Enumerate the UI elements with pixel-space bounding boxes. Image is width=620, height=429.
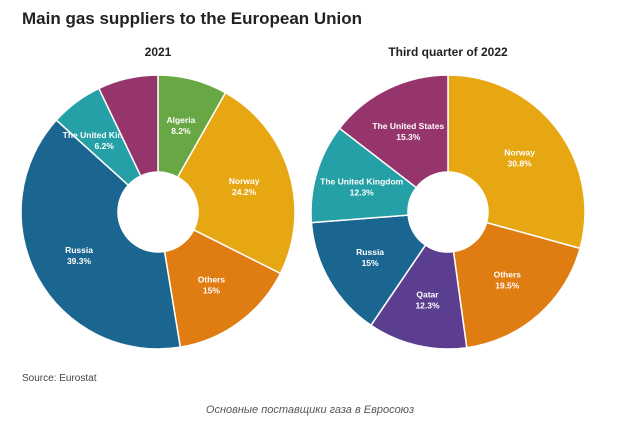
chart-subtitle: 2021: [145, 45, 172, 59]
slice-label-algeria: Algeria 8.2%: [166, 115, 195, 136]
slice-label-russia: Russia 15%: [356, 247, 384, 268]
slice-label-norway: Norway 24.2%: [229, 176, 260, 197]
slice-label-others: Others 15%: [198, 275, 226, 296]
source-note: Source: Eurostat: [22, 373, 97, 384]
slice-russia: [20, 119, 182, 350]
donut-chart-2021: 2021 Algeria 8.2% Norway 24.2% Others 15% Russi…: [20, 45, 296, 350]
slice-label-qatar: Qatar 12.3%: [415, 290, 440, 311]
chart-subtitle: Third quarter of 2022: [388, 45, 508, 59]
slice-label-others: Others 19.5%: [494, 270, 522, 291]
slice-label-the-united-kingdom: The United Kingdom 6.2%: [63, 130, 147, 151]
donut-chart-q3-2022: Third quarter of 2022 Norway 30.8% Others 19…: [310, 45, 586, 350]
slice-norway: [447, 74, 586, 250]
slice-norway: [176, 91, 296, 275]
slice-russia: [310, 214, 427, 327]
slice-others: [163, 228, 282, 349]
slice-unlabeled: [97, 74, 159, 177]
slice-others: [452, 221, 582, 349]
slice-label-russia: Russia 39.3%: [65, 245, 93, 266]
slice-label-norway: Norway 30.8%: [504, 148, 535, 169]
slice-label-the-united-states: The United States 15.3%: [372, 121, 444, 142]
chart-title: Main gas suppliers to the European Union: [22, 9, 363, 28]
slice-the-united-states: [338, 74, 449, 189]
image-caption: Основные поставщики газа в Евросоюз: [205, 404, 415, 416]
slice-label-the-united-kingdom: The United Kingdom 12.3%: [320, 176, 404, 197]
slice-the-united-kingdom: [310, 127, 418, 224]
slice-qatar: [369, 244, 468, 350]
